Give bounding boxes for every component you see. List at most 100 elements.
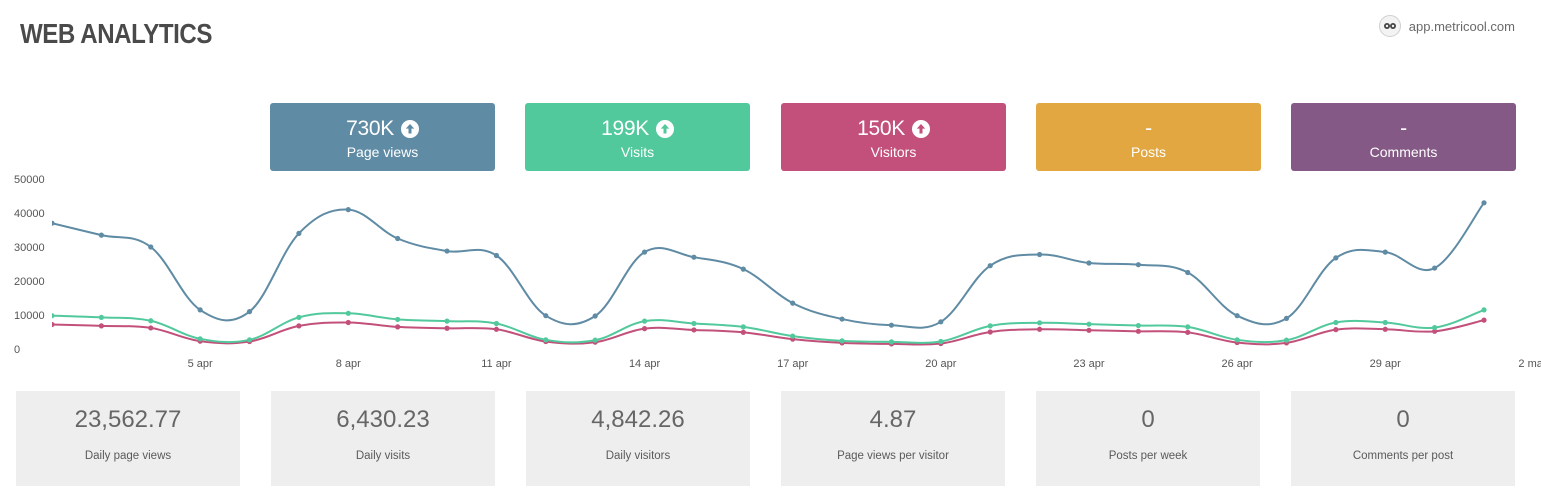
data-point[interactable] [98,232,104,238]
data-point[interactable] [444,325,450,331]
data-point[interactable] [1283,337,1290,343]
data-point[interactable] [1185,324,1191,330]
x-tick-label: 14 apr [629,358,661,370]
data-point[interactable] [1185,329,1191,335]
brand-url[interactable]: app.metricool.com [1408,18,1515,34]
data-point[interactable] [1333,327,1339,333]
data-point[interactable] [1234,337,1240,343]
data-point[interactable] [1481,317,1487,323]
data-point[interactable] [987,263,993,269]
data-point[interactable] [691,320,697,327]
kpi-card-comments[interactable]: - Comments [1291,103,1516,171]
kpi-card-posts[interactable]: - Posts [1036,103,1261,171]
data-point[interactable] [49,321,55,328]
data-point[interactable] [148,244,154,250]
data-point[interactable] [1481,307,1487,313]
data-point[interactable] [1135,328,1141,334]
data-point[interactable] [1036,320,1043,326]
data-point[interactable] [1086,327,1092,333]
data-point[interactable] [740,324,746,330]
data-point[interactable] [395,324,401,330]
data-point[interactable] [1382,326,1388,332]
data-point[interactable] [1185,269,1191,276]
data-point[interactable] [592,313,598,319]
data-point[interactable] [740,266,746,272]
data-point[interactable] [1333,255,1339,261]
data-point[interactable] [888,339,895,345]
data-point[interactable] [691,327,697,333]
data-point[interactable] [444,318,450,324]
data-point[interactable] [1283,315,1290,321]
data-point[interactable] [987,329,993,335]
data-point[interactable] [1036,251,1043,258]
data-point[interactable] [395,235,401,242]
data-point[interactable] [888,322,895,328]
data-point[interactable] [444,248,450,254]
data-point[interactable] [691,254,697,260]
data-point[interactable] [1086,321,1092,327]
stat-label: Page views per visitor [837,450,949,462]
data-point[interactable] [1234,313,1240,319]
data-point[interactable] [543,337,549,343]
data-point[interactable] [296,323,302,329]
x-tick-label: 26 apr [1222,358,1254,370]
data-point[interactable] [1382,249,1388,255]
data-point[interactable] [1481,200,1487,206]
data-point[interactable] [641,318,648,324]
data-point[interactable] [938,319,944,325]
data-point[interactable] [246,309,253,315]
kpi-card-page-views[interactable]: 730K Page views [270,103,495,171]
data-point[interactable] [49,220,55,226]
data-point[interactable] [1135,322,1141,329]
data-point[interactable] [98,323,104,329]
data-point[interactable] [839,316,845,322]
kpi-card-visitors[interactable]: 150K Visitors [781,103,1006,171]
data-point[interactable] [395,316,401,323]
data-point[interactable] [98,314,104,320]
data-point[interactable] [296,314,302,320]
kpi-label: Visits [620,144,655,160]
data-point[interactable] [839,338,845,344]
data-point[interactable] [641,326,648,332]
kpi-card-visits[interactable]: 199K Visits [525,103,750,171]
series-line [52,202,1485,329]
data-point[interactable] [345,310,351,316]
x-tick-label: 29 apr [1370,358,1402,370]
data-point[interactable] [148,325,154,331]
data-point[interactable] [740,329,746,335]
data-point[interactable] [296,230,302,236]
data-point[interactable] [197,307,203,313]
data-point[interactable] [246,337,253,343]
kpi-value: 150K [857,117,905,140]
data-point[interactable] [1432,265,1438,271]
stat-card-comments-per-post: 0 Comments per post [1291,391,1515,486]
data-point[interactable] [1432,328,1438,334]
data-point[interactable] [49,313,55,319]
data-point[interactable] [641,249,648,255]
data-point[interactable] [987,323,993,329]
data-point[interactable] [345,207,351,213]
data-point[interactable] [148,318,154,324]
data-point[interactable] [493,326,500,332]
data-point[interactable] [493,320,500,327]
data-point[interactable] [1432,324,1438,331]
brand[interactable]: app.metricool.com [1378,15,1515,37]
x-tick-label: 5 apr [188,358,213,370]
data-point[interactable] [1382,319,1388,326]
data-point[interactable] [543,313,549,319]
data-point[interactable] [1036,326,1043,332]
data-point[interactable] [197,336,203,342]
kpi-value: 199K [601,117,649,140]
kpi-label: Page views [346,144,419,160]
data-point[interactable] [345,319,351,326]
data-point[interactable] [790,300,796,306]
data-point[interactable] [1333,319,1339,326]
stat-label: Daily visitors [605,450,671,462]
data-point[interactable] [493,252,500,259]
data-point[interactable] [1086,260,1092,266]
x-tick-label: 11 apr [481,358,512,370]
data-point[interactable] [592,337,598,343]
data-point[interactable] [1135,262,1141,268]
data-point[interactable] [938,338,944,345]
data-point[interactable] [790,333,796,339]
